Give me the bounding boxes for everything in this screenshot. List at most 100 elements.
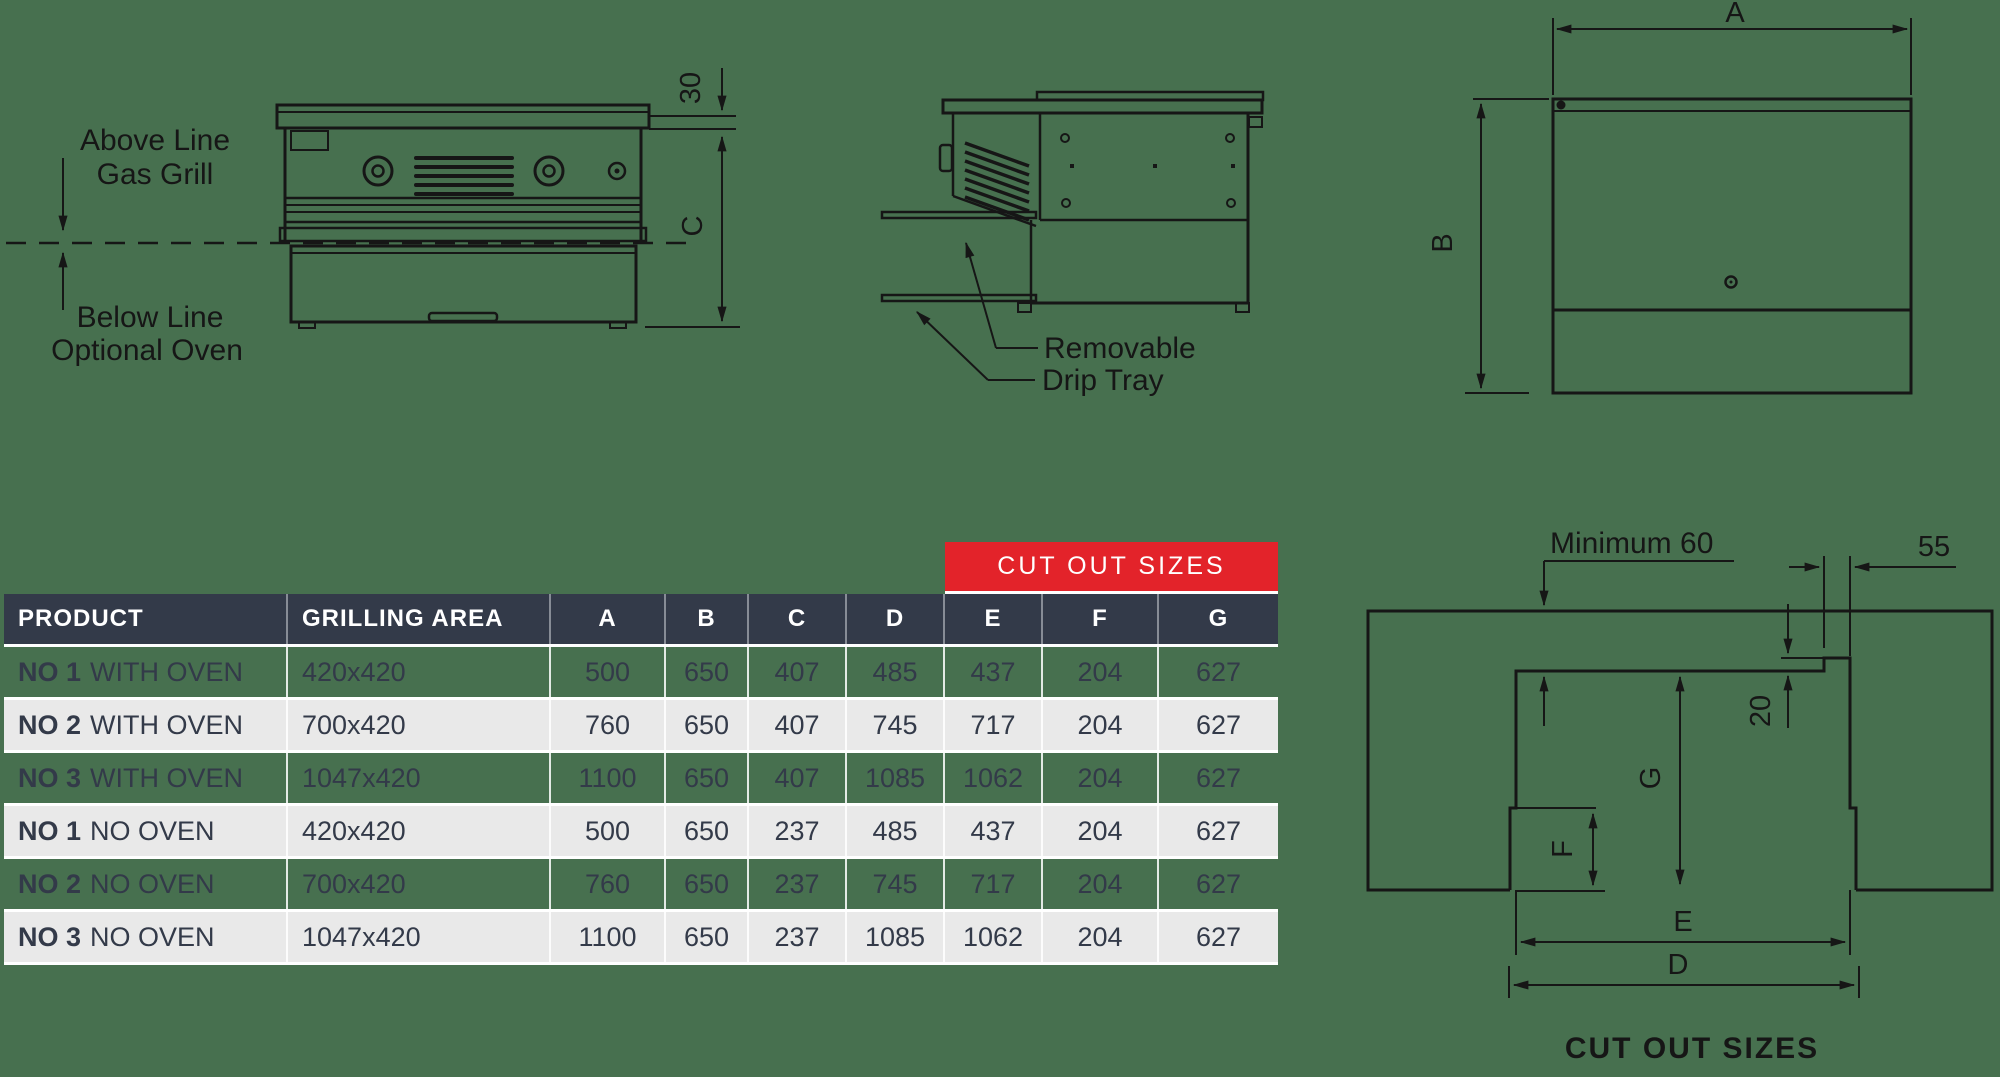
dim-a-label: A xyxy=(1725,0,1745,29)
grilling-area-cell: 420x420 xyxy=(288,806,551,856)
value-e: 1062 xyxy=(945,753,1043,803)
value-g: 627 xyxy=(1195,762,1242,793)
above-line-label-1: Above Line xyxy=(80,124,230,157)
drip-tray-lip xyxy=(278,226,648,243)
product-variant: WITH OVEN xyxy=(90,762,244,793)
dim-f-label: F xyxy=(1547,840,1579,858)
dim-g: G xyxy=(1635,675,1685,886)
table-row: NO 3 WITH OVEN 1047x420 1100 650 407 1085… xyxy=(4,753,1278,806)
dim-e-label: E xyxy=(1673,906,1692,938)
dim-c-label: C xyxy=(677,216,709,237)
grilling-area-cell: 1047x420 xyxy=(288,912,551,962)
value-a: 500 xyxy=(551,806,666,856)
badge-plate xyxy=(290,130,329,151)
dim-b: B xyxy=(1427,98,1549,394)
dim-30: 30 xyxy=(649,68,736,130)
value-b: 650 xyxy=(666,859,749,909)
value-e: 437 xyxy=(945,806,1043,856)
cutout-diagram: Minimum 60 55 20 G F xyxy=(1366,527,1994,1065)
side-vent-louvres xyxy=(964,141,1030,222)
grill-front-outline xyxy=(275,103,651,243)
dim-b-label: B xyxy=(1427,233,1459,252)
side-view-drawing: Removable Drip Tray xyxy=(880,90,1265,397)
table-row: NO 1 NO OVEN 420x420 500 650 237 485 437 … xyxy=(4,806,1278,859)
dim-a: A xyxy=(1552,0,1912,95)
dim-20: 20 xyxy=(1745,604,1826,728)
value-g: 627 xyxy=(1159,806,1278,856)
value-d: 745 xyxy=(847,859,945,909)
value-a: 1100 xyxy=(551,912,666,962)
drip-tray-label-2: Drip Tray xyxy=(1042,364,1164,397)
value-b: 650 xyxy=(666,912,749,962)
below-line-label-2: Optional Oven xyxy=(51,334,243,367)
value-b: 650 xyxy=(666,753,749,803)
product-variant: WITH OVEN xyxy=(90,656,244,687)
product-variant: NO OVEN xyxy=(90,815,215,846)
dim-20-label: 20 xyxy=(1745,695,1777,727)
value-f: 204 xyxy=(1043,700,1159,750)
product-cell: NO 1 NO OVEN xyxy=(4,806,288,856)
value-d: 485 xyxy=(847,647,945,697)
value-b: 650 xyxy=(666,700,749,750)
oven-front-outline xyxy=(289,244,638,329)
above-line-annotation: Above Line Gas Grill xyxy=(58,124,230,232)
header-g: G xyxy=(1159,594,1278,644)
dim-c: C xyxy=(645,135,740,328)
drip-tray-label-1: Removable xyxy=(1044,332,1196,365)
header-d: D xyxy=(847,594,945,644)
value-e: 437 xyxy=(945,647,1043,697)
value-f: 204 xyxy=(1043,859,1159,909)
value-c: 237 xyxy=(749,806,847,856)
dim-e: E xyxy=(1515,890,1851,955)
product-cell: NO 1 WITH OVEN xyxy=(4,647,288,697)
product-model: NO 2 xyxy=(18,709,82,740)
grilling-area-cell: 700x420 xyxy=(288,859,551,909)
drip-tray-annotation: Removable Drip Tray xyxy=(916,241,1196,397)
control-knob-right-icon xyxy=(533,155,565,187)
value-b: 650 xyxy=(666,647,749,697)
product-cell: NO 2 WITH OVEN xyxy=(4,700,288,750)
product-cell: NO 3 WITH OVEN xyxy=(4,753,288,803)
vent-slats xyxy=(414,156,514,196)
product-variant: NO OVEN xyxy=(90,921,215,952)
value-c: 237 xyxy=(749,859,847,909)
product-model: NO 1 xyxy=(18,656,82,687)
dim-d-label: D xyxy=(1668,949,1689,981)
value-g: 627 xyxy=(1159,700,1278,750)
value-e: 717 xyxy=(945,700,1043,750)
value-c: 407 xyxy=(749,647,847,697)
plan-view-drawing: A B xyxy=(1427,0,1913,395)
dim-d: D xyxy=(1508,949,1860,998)
dim-g-label: G xyxy=(1635,767,1667,790)
header-f: F xyxy=(1043,594,1159,644)
header-grilling-area: GRILLING AREA xyxy=(288,594,551,644)
value-f: 204 xyxy=(1043,806,1159,856)
value-d: 485 xyxy=(847,806,945,856)
value-a: 760 xyxy=(551,859,666,909)
spec-table: CUT OUT SIZES PRODUCT GRILLING AREA A B … xyxy=(4,542,1278,965)
value-f: 204 xyxy=(1043,647,1159,697)
grilling-area-cell: 700x420 xyxy=(288,700,551,750)
side-outline xyxy=(938,90,1265,313)
value-a: 760 xyxy=(551,700,666,750)
control-knob-left-icon xyxy=(362,155,394,187)
above-line-label-2: Gas Grill xyxy=(97,158,214,191)
table-row: NO 2 WITH OVEN 700x420 760 650 407 745 71… xyxy=(4,700,1278,753)
drip-tray-lower xyxy=(880,293,1038,303)
product-model: NO 2 xyxy=(18,868,82,899)
value-a: 500 xyxy=(551,647,666,697)
grilling-area-cell: 1047x420 xyxy=(288,753,551,803)
value-d: 1085 xyxy=(847,753,945,803)
oven-handle xyxy=(427,311,499,323)
grilling-area-cell: 420x420 xyxy=(288,647,551,697)
value-c: 407 xyxy=(749,700,847,750)
value-e: 1062 xyxy=(945,912,1043,962)
product-model: NO 3 xyxy=(18,762,82,793)
value-f: 204 xyxy=(1043,753,1159,803)
plan-outline xyxy=(1551,97,1913,395)
value-d: 745 xyxy=(847,700,945,750)
value-c: 407 xyxy=(749,753,847,803)
cutout-sizes-banner: CUT OUT SIZES xyxy=(945,542,1278,594)
product-variant: NO OVEN xyxy=(90,868,215,899)
